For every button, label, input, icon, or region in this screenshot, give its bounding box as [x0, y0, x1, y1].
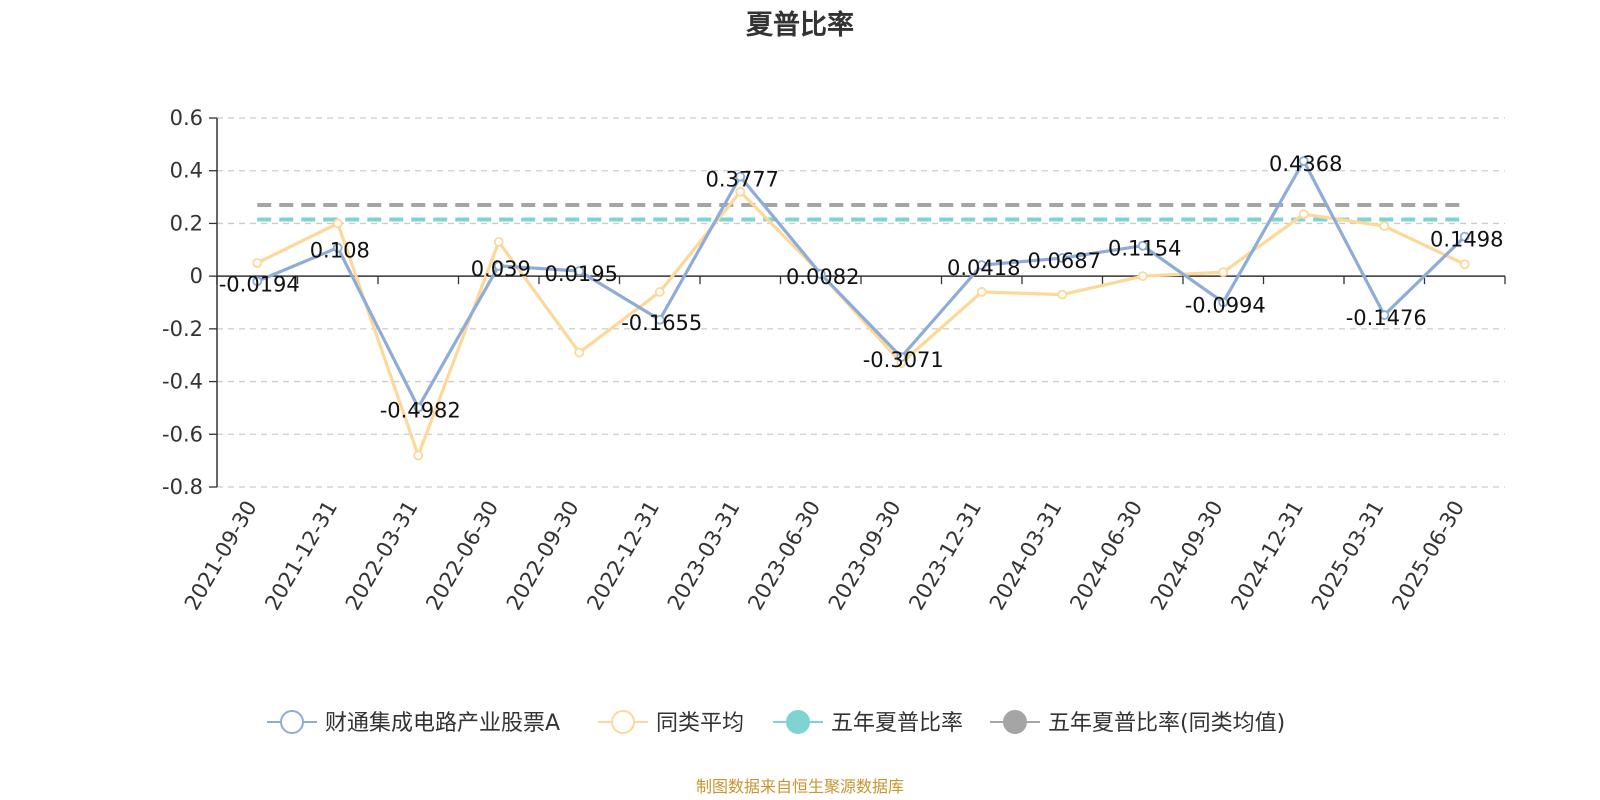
- x-tick-label: 2023-06-30: [743, 497, 825, 615]
- legend-marker-icon: [611, 710, 635, 734]
- data-point: [1057, 289, 1068, 300]
- data-label: 0.0195: [545, 262, 618, 286]
- legend-label: 五年夏普比率(同类均值): [1048, 711, 1285, 736]
- y-tick-label: -0.4: [162, 370, 203, 394]
- data-point: [1057, 253, 1068, 263]
- data-point: [735, 186, 746, 197]
- source-note: 制图数据来自恒生聚源数据库: [696, 777, 904, 796]
- x-tick-label: 2025-06-30: [1387, 497, 1469, 615]
- data-label: 0.0418: [947, 256, 1020, 280]
- data-point: [1379, 310, 1390, 320]
- legend-marker-icon: [1003, 710, 1027, 734]
- data-label: 0.0082: [786, 265, 859, 289]
- data-point: [493, 260, 504, 271]
- legend-item[interactable]: 财通集成电路产业股票A: [267, 710, 560, 736]
- data-point: [413, 450, 424, 461]
- x-tick-label: 2023-09-30: [824, 497, 906, 615]
- data-point: [252, 276, 263, 287]
- data-point: [735, 171, 746, 182]
- data-label: -0.3071: [863, 348, 944, 372]
- x-tick-label: 2021-09-30: [180, 497, 262, 615]
- data-label: 0.0687: [1028, 249, 1101, 273]
- grid-lines: [217, 117, 1505, 488]
- y-tick-label: 0.6: [170, 106, 203, 130]
- legend-label: 同类平均: [656, 711, 744, 736]
- data-label: -0.0194: [219, 272, 300, 296]
- data-point: [976, 260, 987, 271]
- y-tick-label: 0.4: [170, 159, 203, 183]
- legend-marker-icon: [786, 710, 810, 734]
- y-tick-label: -0.2: [162, 317, 203, 341]
- data-point: [1379, 221, 1390, 231]
- data-point: [654, 287, 665, 297]
- data-point: [252, 258, 263, 268]
- x-tick-label: 2023-12-31: [904, 497, 986, 615]
- series-lines: [252, 156, 1470, 461]
- data-point: [976, 287, 987, 297]
- legend-label: 五年夏普比率: [831, 711, 963, 736]
- x-tick-label: 2022-06-30: [421, 497, 503, 615]
- data-point: [332, 218, 343, 229]
- x-tick-label: 2022-12-31: [582, 497, 664, 615]
- data-point: [896, 352, 907, 362]
- x-tick-label: 2021-12-31: [260, 497, 342, 615]
- x-tick-label: 2024-12-31: [1226, 497, 1308, 615]
- data-label: -0.0994: [1185, 293, 1266, 317]
- y-tick-label: 0: [190, 264, 203, 288]
- x-tick-label: 2024-09-30: [1146, 497, 1228, 615]
- data-point: [574, 347, 585, 358]
- chart-title: 夏普比率: [746, 9, 854, 41]
- data-point: [413, 402, 424, 413]
- data-label: -0.1476: [1346, 306, 1427, 330]
- data-point: [815, 269, 826, 279]
- x-tick-label: 2022-09-30: [502, 497, 584, 615]
- data-point: [1298, 156, 1309, 166]
- data-label: 0.1154: [1108, 237, 1181, 261]
- data-label: 0.1498: [1430, 228, 1503, 252]
- series-line: [256, 190, 1466, 457]
- y-axis-ticks: 0.6 0.4 0.2 0 -0.2 -0.4 -0.6 -0.8: [162, 106, 217, 499]
- data-point: [332, 242, 343, 253]
- data-point: [1137, 271, 1148, 282]
- data-point: [1459, 259, 1470, 270]
- legend-item[interactable]: 五年夏普比率: [773, 710, 963, 736]
- data-point: [1218, 267, 1229, 278]
- data-label: 0.3777: [706, 168, 779, 192]
- x-tick-label: 2025-03-31: [1307, 497, 1389, 615]
- series-line: [256, 159, 1466, 410]
- legend-marker-icon: [280, 710, 304, 734]
- x-tick-label: 2023-03-31: [663, 497, 745, 615]
- legend-label: 财通集成电路产业股票A: [325, 711, 560, 736]
- legend[interactable]: 财通集成电路产业股票A 同类平均 五年夏普比率 五年夏普比率(同类均值): [267, 710, 1285, 736]
- data-point: [654, 314, 665, 325]
- x-tick-label: 2024-03-31: [985, 497, 1067, 615]
- data-point: [1459, 231, 1470, 242]
- y-tick-label: -0.6: [162, 422, 203, 446]
- data-labels: -0.0194 0.108 -0.4982 0.039 0.0195 -0.1655 0.3…: [219, 152, 1504, 422]
- data-point: [1218, 297, 1229, 308]
- legend-item[interactable]: 五年夏普比率(同类均值): [990, 710, 1285, 736]
- legend-item[interactable]: 同类平均: [598, 710, 744, 736]
- data-label: 0.108: [310, 239, 370, 263]
- data-point: [1298, 209, 1309, 220]
- data-label: -0.4982: [380, 398, 461, 422]
- data-point: [574, 266, 585, 276]
- data-label: 0.4368: [1269, 152, 1342, 176]
- data-label: -0.1655: [621, 311, 702, 335]
- data-label: 0.039: [471, 257, 531, 281]
- y-tick-label: 0.2: [170, 211, 203, 235]
- x-tick-label: 2022-03-31: [341, 497, 423, 615]
- y-tick-label: -0.8: [162, 475, 203, 499]
- data-point: [493, 236, 504, 247]
- x-tick-label: 2024-06-30: [1065, 497, 1147, 615]
- data-point: [1137, 240, 1148, 251]
